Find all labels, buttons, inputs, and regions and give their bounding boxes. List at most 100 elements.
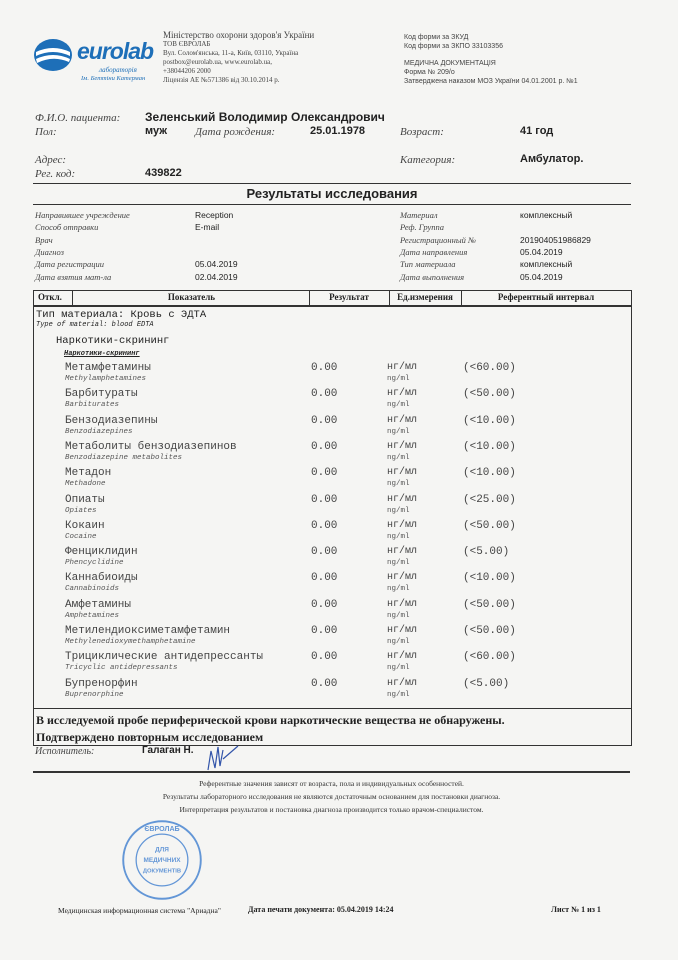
info-label: Врач xyxy=(35,234,53,245)
info-label: Направившее учреждение xyxy=(35,210,130,220)
test-name: Бупренорфин xyxy=(65,677,138,690)
table-row: Метилендиоксиметамфетамин Methylenedioxym… xyxy=(65,625,625,651)
result-value: 0.00 xyxy=(311,414,338,427)
reference-interval: (<5.00) xyxy=(463,677,510,690)
unit-en: ng/ml xyxy=(387,532,410,541)
logo-globe-icon xyxy=(34,39,72,71)
test-name-en: Methylamphetamines xyxy=(65,375,147,383)
test-name-en: Methylenedioxymethamphetamine xyxy=(65,638,196,646)
unit-en: ng/ml xyxy=(387,480,410,489)
test-name: Метадон xyxy=(65,467,112,480)
unit-en: ng/ml xyxy=(387,427,410,436)
result-value: 0.00 xyxy=(311,362,338,374)
svg-text:ДЛЯ: ДЛЯ xyxy=(155,847,169,854)
test-name-en: Cannabinoids xyxy=(65,585,120,594)
reference-interval: (<60.00) xyxy=(463,362,516,374)
patient-name: Зеленський Володимир Олександрович xyxy=(145,110,385,124)
test-name-en: Phencyclidine xyxy=(65,559,124,568)
test-name-en: Buprenorphine xyxy=(65,690,124,699)
reference-interval: (<50.00) xyxy=(463,625,516,637)
reference-interval: (<50.00) xyxy=(463,519,516,532)
test-name-en: Barbiturates xyxy=(65,401,120,410)
unit-en: ng/ml xyxy=(387,401,410,410)
test-name-en: Tricyclic antidepressants xyxy=(65,664,178,673)
test-name: Фенциклидин xyxy=(65,546,138,559)
info-label: Регистрационный № xyxy=(400,234,476,245)
test-name: Каннабиоиды xyxy=(65,572,138,585)
table-row: Метаболиты бензодиазепинов Benzodiazepine… xyxy=(65,441,625,467)
result-value: 0.00 xyxy=(311,625,338,637)
test-name-en: Opiates xyxy=(65,506,97,515)
unit: нг/мл xyxy=(387,625,418,636)
info-value: 05.04.2019 xyxy=(195,259,238,270)
unit-en: ng/ml xyxy=(387,453,410,462)
org-info: Міністерство охорони здоров'я України ТО… xyxy=(163,30,315,85)
table-row: Фенциклидин Phencyclidine 0.00 нг/мл ng/ml (<… xyxy=(65,546,625,572)
info-value: 05.04.2019 xyxy=(520,246,563,257)
test-name-en: Benzodiazepine metabolites xyxy=(65,453,183,462)
info-label: Дата направления xyxy=(400,246,468,257)
reference-interval: (<50.00) xyxy=(463,598,516,611)
info-label: Реф. Группа xyxy=(400,222,444,233)
result-value: 0.00 xyxy=(311,572,338,585)
reference-interval: (<60.00) xyxy=(463,651,516,664)
test-name: Метамфетамины xyxy=(65,362,151,374)
unit-en: ng/ml xyxy=(387,506,410,515)
unit-en: ng/ml xyxy=(387,664,410,673)
result-value: 0.00 xyxy=(311,651,338,664)
table-row: Каннабиоиды Cannabinoids 0.00 нг/мл ng/ml (<1… xyxy=(65,572,625,598)
table-row: Трициклические антидепрессанты Tricyclic … xyxy=(65,651,625,677)
info-value: 05.04.2019 xyxy=(520,271,563,282)
info-label: Дата взятия мат-ла xyxy=(35,271,112,282)
unit-en: ng/ml xyxy=(387,559,410,568)
result-value: 0.00 xyxy=(311,598,338,611)
unit: нг/мл xyxy=(387,519,418,531)
info-label: Дата регистрации xyxy=(35,259,105,270)
table-row: Бензодиазепины Benzodiazepines 0.00 нг/мл ng… xyxy=(65,415,625,441)
table-header: Откл. Показатель Результат Ед.измерения … xyxy=(33,290,632,306)
info-value: 201904051986829 xyxy=(520,234,591,245)
result-value: 0.00 xyxy=(311,467,338,480)
unit: нг/мл xyxy=(387,493,418,505)
eurolab-logo: eurolab лабораторія Ім. Беттіни Катерман xyxy=(33,38,154,82)
reference-interval: (<10.00) xyxy=(463,572,516,585)
unit-en: ng/ml xyxy=(387,611,410,620)
table-row: Бупренорфин Buprenorphine 0.00 нг/мл ng/ml (<… xyxy=(65,678,625,704)
test-name: Трициклические антидепрессанты xyxy=(65,651,264,664)
unit: нг/мл xyxy=(387,546,418,558)
test-name: Метаболиты бензодиазепинов xyxy=(65,440,237,453)
info-label: Способ отправки xyxy=(35,222,99,233)
test-name: Амфетамины xyxy=(65,598,132,611)
unit: нг/мл xyxy=(387,598,418,610)
test-name-en: Cocaine xyxy=(65,532,97,541)
report-title: Результаты исследования xyxy=(246,186,418,201)
test-name-en: Amphetamines xyxy=(65,611,120,620)
unit: нг/мл xyxy=(387,677,418,689)
table-row: Опиаты Opiates 0.00 нг/мл ng/ml (<25.00) xyxy=(65,494,625,520)
info-label: Дата выполнения xyxy=(400,271,465,282)
reference-interval: (<25.00) xyxy=(463,493,516,506)
test-name-en: Benzodiazepines xyxy=(65,427,133,436)
unit: нг/мл xyxy=(387,440,418,452)
result-value: 0.00 xyxy=(311,388,338,401)
info-value: комплексный xyxy=(520,259,573,270)
test-name: Опиаты xyxy=(65,493,105,506)
test-name-en: Methadone xyxy=(65,480,106,489)
unit: нг/мл xyxy=(387,388,418,400)
info-value: комплексный xyxy=(520,210,573,220)
unit-en: ng/ml xyxy=(387,638,410,646)
test-name: Бензодиазепины xyxy=(65,414,158,427)
table-row: Кокаин Cocaine 0.00 нг/мл ng/ml (<50.00) xyxy=(65,520,625,546)
notes: Референтные значения зависят от возраста… xyxy=(162,779,501,814)
test-name: Кокаин xyxy=(65,519,105,532)
info-value: 02.04.2019 xyxy=(195,271,238,282)
info-label: Тип материала xyxy=(400,259,456,270)
svg-text:МЕДИЧНИХ: МЕДИЧНИХ xyxy=(143,857,181,864)
test-name: Барбитураты xyxy=(65,388,138,401)
info-value: E-mail xyxy=(195,222,220,233)
info-label: Материал xyxy=(400,210,438,220)
form-info: Код форми за ЗКУД Код форми за ЗКПО 3310… xyxy=(404,34,578,85)
info-value: Reception xyxy=(195,210,234,220)
svg-text:ЄВРОЛАБ: ЄВРОЛАБ xyxy=(144,825,179,833)
